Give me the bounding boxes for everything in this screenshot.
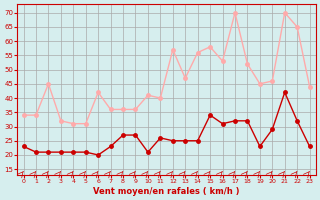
X-axis label: Vent moyen/en rafales ( km/h ): Vent moyen/en rafales ( km/h ) <box>93 187 240 196</box>
